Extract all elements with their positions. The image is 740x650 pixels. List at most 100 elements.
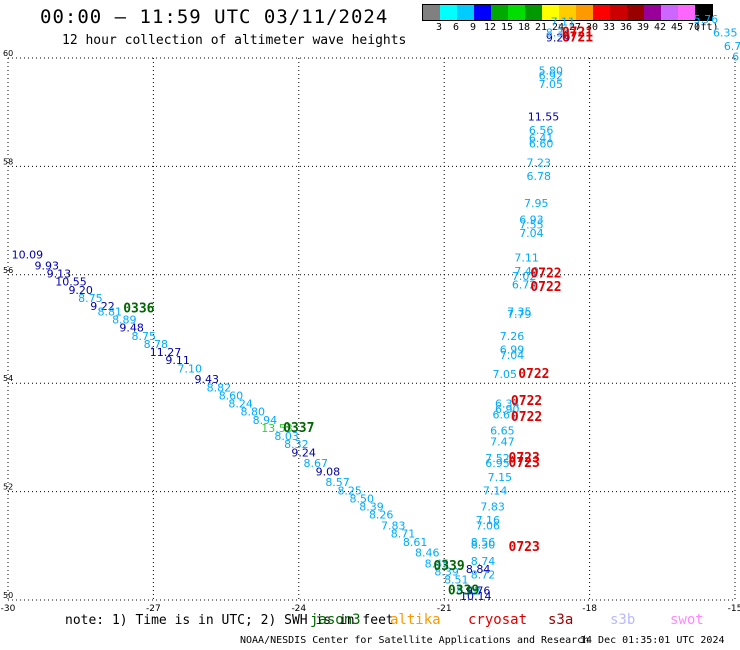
pass-time-label: 0722 xyxy=(518,367,549,382)
wave-height-point: 8.75 xyxy=(131,330,156,343)
wave-height-point: 7.05 xyxy=(493,368,518,381)
wave-height-point: 6.65 xyxy=(490,425,515,438)
wave-height-point: 9.76 xyxy=(466,585,491,598)
legend-swatch xyxy=(525,5,542,20)
pass-time-label: 0339 xyxy=(433,559,464,574)
satellite-label: cryosat xyxy=(468,612,528,628)
satellite-label: altika xyxy=(390,612,441,628)
wave-height-point: 13.53 xyxy=(261,422,293,435)
pass-time-label: 0722 xyxy=(511,410,542,425)
wave-height-point: 6.56 xyxy=(529,124,554,137)
wave-height-point: 9.24 xyxy=(291,446,316,459)
legend-label: 9 xyxy=(469,22,477,33)
satellite-label: jason3 xyxy=(310,612,361,628)
legend-labels: 3 6 9 12 15 18 21 24 27 30 33 36 39 42 45 70 (ft) xyxy=(422,21,719,35)
legend-swatch xyxy=(559,5,576,20)
wave-height-point: 8.57 xyxy=(325,476,350,489)
legend-swatches xyxy=(422,4,713,21)
legend-label: 27 xyxy=(568,22,582,33)
pass-time-label: 0723 xyxy=(509,456,540,471)
legend-label: 15 xyxy=(500,22,514,33)
wave-height-point: 8.46 xyxy=(415,547,440,560)
legend-swatch xyxy=(491,5,508,20)
wave-height-point: 7.16 xyxy=(476,514,501,527)
wave-height-point: 8.32 xyxy=(284,438,309,451)
footer-organization: NOAA/NESDIS Center for Satellite Applica… xyxy=(240,635,590,646)
wave-height-point: 6.95 xyxy=(485,457,510,470)
wave-height-point: 8.61 xyxy=(403,536,428,549)
wave-height-point: 10.55 xyxy=(55,276,87,289)
latitude-label: 56 xyxy=(3,266,13,275)
wave-height-point: 8.81 xyxy=(98,305,123,318)
legend-swatch xyxy=(627,5,644,20)
wave-height-point: 6.61 xyxy=(493,408,518,421)
legend-swatch xyxy=(644,5,661,20)
pass-time-label: 0722 xyxy=(530,267,561,282)
legend-swatch xyxy=(610,5,627,20)
wave-height-point: 9.20 xyxy=(68,284,93,297)
wave-height-point: 9.93 xyxy=(35,259,60,272)
wave-height-point: 8.24 xyxy=(228,398,253,411)
latitude-label: 60 xyxy=(3,49,13,58)
wave-height-point: 9.22 xyxy=(90,300,115,313)
wave-height-point: 8.34 xyxy=(546,26,571,39)
wave-height-point: 7.95 xyxy=(524,197,549,210)
wave-height-point: 7.83 xyxy=(480,501,505,514)
wave-height-point: 8.03 xyxy=(274,430,299,443)
wave-height-point: 7.11 xyxy=(514,251,539,264)
longitude-label: -24 xyxy=(291,604,306,614)
legend-label: 3 xyxy=(435,22,443,33)
legend-label: 36 xyxy=(619,22,633,33)
wave-height-point: 7.79 xyxy=(507,308,532,321)
pass-time-label: 0722 xyxy=(511,394,542,409)
wave-height-point: 6.92 xyxy=(539,70,564,83)
satellite-label: swot xyxy=(670,612,704,628)
wave-height-point: 10.14 xyxy=(460,590,492,603)
wave-height-point: 8.78 xyxy=(144,338,169,351)
latitude-label: 52 xyxy=(3,483,13,492)
wave-height-point: 10.09 xyxy=(12,249,44,262)
latitude-label: 54 xyxy=(3,374,13,383)
axis-labels: -30 -27 -24 -21 -18 -15 60 58 56 54 52 50 xyxy=(1,49,740,614)
wave-height-point: 8.45 xyxy=(425,557,450,570)
wave-height-point: 8.75 xyxy=(78,292,103,305)
wave-height-point: 8.51 xyxy=(444,574,469,587)
legend-label: 30 xyxy=(585,22,599,33)
wave-height-point: 8.84 xyxy=(466,563,491,576)
wave-height-point: 6.99 xyxy=(500,343,525,356)
wave-height-point: 6.7 xyxy=(724,40,740,53)
plot-subtitle: 12 hour collection of altimeter wave hei… xyxy=(62,33,407,48)
wave-height-point: 7.35 xyxy=(507,305,532,318)
wave-height-point: 7.05 xyxy=(539,78,564,91)
wave-height-point: 8.82 xyxy=(207,381,232,394)
wave-height-point: 6.72 xyxy=(512,278,537,291)
data-points: 10.099.939.1310.559.208.759.228.818.899.… xyxy=(12,13,740,603)
legend-swatch xyxy=(542,5,559,20)
wave-height-point: 7.52 xyxy=(485,452,510,465)
wave-height-point: 8.71 xyxy=(391,528,416,541)
wave-height-point: 8.74 xyxy=(471,555,496,568)
wave-height-point: 5.80 xyxy=(539,64,564,77)
satellite-label: s3b xyxy=(610,612,636,628)
pass-time-label: 0723 xyxy=(509,451,540,466)
wave-height-point: 7.47 xyxy=(490,436,515,449)
wave-height-point: 7.83 xyxy=(381,520,406,533)
wave-height-point: 9.48 xyxy=(119,322,144,335)
legend-label: 39 xyxy=(636,22,650,33)
pass-time-label: 0721 xyxy=(562,25,593,40)
pass-time-label: 0721 xyxy=(562,31,593,46)
wave-height-point: 9.43 xyxy=(194,373,219,386)
legend-label: 24 xyxy=(551,22,565,33)
wave-height-point: 6. xyxy=(732,51,740,64)
satellite-label: s3a xyxy=(548,612,574,628)
wave-height-point: 8.67 xyxy=(304,457,329,470)
legend-swatch xyxy=(695,5,712,20)
wave-height-point: 8.48 xyxy=(456,585,481,598)
wave-height-point: 8.94 xyxy=(253,414,278,427)
pass-time-label: 0723 xyxy=(509,540,540,555)
wave-height-point: 7.40 xyxy=(514,265,539,278)
wave-height-point: 8.26 xyxy=(369,509,394,522)
wave-height-point: 9.29 xyxy=(546,32,571,45)
pass-time-labels: 0336033703390339072107210722072207220722… xyxy=(123,25,593,598)
wave-height-point: 8.60 xyxy=(219,389,244,402)
